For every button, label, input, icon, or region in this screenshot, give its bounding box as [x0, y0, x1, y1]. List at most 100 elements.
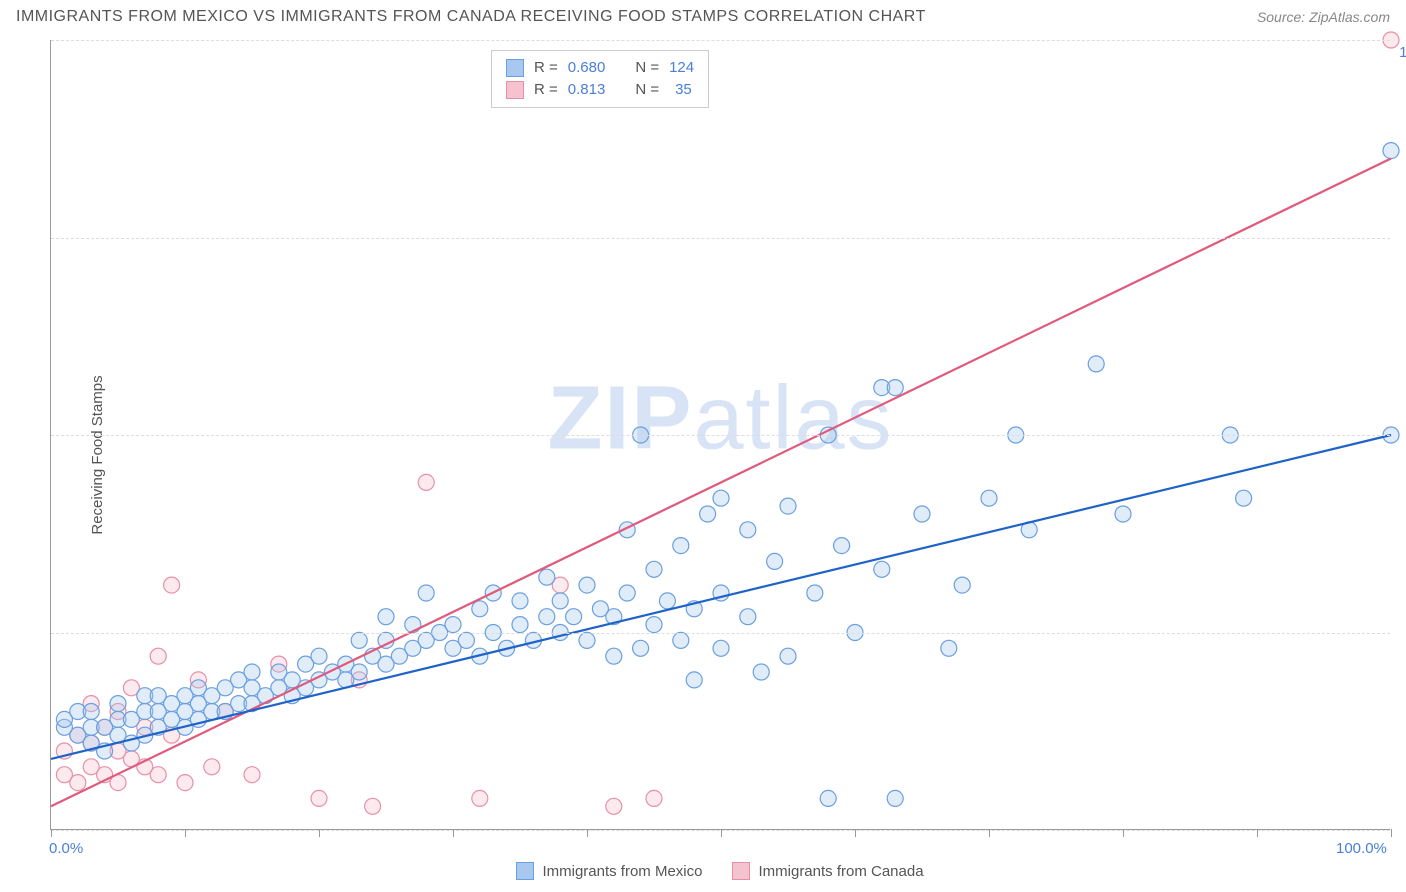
n-value-mexico: 124 [669, 57, 694, 79]
x-tick [989, 829, 990, 837]
data-point [445, 617, 461, 633]
gridline [51, 238, 1390, 239]
data-point [780, 648, 796, 664]
data-point [566, 609, 582, 625]
y-axis-label: 100.0% [1399, 44, 1406, 61]
legend-label-canada: Immigrants from Canada [758, 863, 923, 880]
legend-swatch-canada [506, 81, 524, 99]
data-point [70, 775, 86, 791]
data-point [713, 490, 729, 506]
data-point [780, 498, 796, 514]
data-point [579, 577, 595, 593]
data-point [914, 506, 930, 522]
r-label: R = [534, 57, 558, 79]
legend-item-mexico: Immigrants from Mexico [516, 862, 702, 880]
data-point [954, 577, 970, 593]
data-point [579, 632, 595, 648]
gridline [51, 435, 1390, 436]
x-tick [1391, 829, 1392, 837]
source-attribution: Source: ZipAtlas.com [1257, 9, 1390, 25]
data-point [887, 790, 903, 806]
x-tick [855, 829, 856, 837]
data-point [981, 490, 997, 506]
data-point [740, 609, 756, 625]
x-tick [1257, 829, 1258, 837]
data-point [351, 664, 367, 680]
x-axis-label: 0.0% [49, 840, 83, 857]
data-point [633, 640, 649, 656]
data-point [606, 648, 622, 664]
data-point [646, 561, 662, 577]
data-point [646, 790, 662, 806]
data-point [244, 767, 260, 783]
legend-label-mexico: Immigrants from Mexico [542, 863, 702, 880]
n-label: N = [635, 57, 659, 79]
data-point [539, 569, 555, 585]
x-tick [185, 829, 186, 837]
trend-line [51, 159, 1391, 807]
data-point [552, 593, 568, 609]
data-point [83, 704, 99, 720]
legend-swatch-mexico [506, 59, 524, 77]
legend-swatch-mexico [516, 862, 534, 880]
data-point [713, 640, 729, 656]
x-tick [453, 829, 454, 837]
data-point [740, 522, 756, 538]
correlation-legend-row: R = 0.813 N = 35 [506, 79, 694, 101]
data-point [378, 609, 394, 625]
data-point [418, 474, 434, 490]
data-point [351, 632, 367, 648]
data-point [834, 538, 850, 554]
chart-container: Receiving Food Stamps ZIPatlas R = 0.680… [0, 30, 1406, 880]
data-point [1236, 490, 1252, 506]
legend-swatch-canada [732, 862, 750, 880]
correlation-legend: R = 0.680 N = 124 R = 0.813 N = 35 [491, 50, 709, 108]
data-point [686, 672, 702, 688]
r-label: R = [534, 79, 558, 101]
data-point [472, 790, 488, 806]
n-label: N = [635, 79, 659, 101]
data-point [619, 585, 635, 601]
gridline [51, 633, 1390, 634]
x-tick [721, 829, 722, 837]
legend-item-canada: Immigrants from Canada [732, 862, 923, 880]
r-value-mexico: 0.680 [568, 57, 606, 79]
x-axis-label: 100.0% [1336, 840, 1387, 857]
chart-title: IMMIGRANTS FROM MEXICO VS IMMIGRANTS FRO… [16, 8, 926, 26]
plot-area: ZIPatlas R = 0.680 N = 124 R = 0.813 N =… [50, 40, 1390, 830]
data-point [458, 632, 474, 648]
data-point [941, 640, 957, 656]
data-point [1088, 356, 1104, 372]
series-legend: Immigrants from Mexico Immigrants from C… [50, 862, 1390, 880]
data-point [512, 593, 528, 609]
data-point [753, 664, 769, 680]
data-point [539, 609, 555, 625]
x-tick [1123, 829, 1124, 837]
data-point [177, 775, 193, 791]
data-point [150, 767, 166, 783]
x-tick [587, 829, 588, 837]
correlation-legend-row: R = 0.680 N = 124 [506, 57, 694, 79]
data-point [673, 538, 689, 554]
data-point [365, 798, 381, 814]
data-point [311, 648, 327, 664]
data-point [150, 648, 166, 664]
gridline [51, 40, 1390, 41]
n-value-canada: 35 [669, 79, 692, 101]
data-point [164, 577, 180, 593]
data-point [110, 696, 126, 712]
data-point [244, 664, 260, 680]
chart-header: IMMIGRANTS FROM MEXICO VS IMMIGRANTS FRO… [0, 0, 1406, 30]
data-point [311, 790, 327, 806]
r-value-canada: 0.813 [568, 79, 606, 101]
data-point [512, 617, 528, 633]
data-point [646, 617, 662, 633]
data-point [807, 585, 823, 601]
x-tick [319, 829, 320, 837]
data-point [820, 790, 836, 806]
data-point [1383, 143, 1399, 159]
data-point [874, 561, 890, 577]
data-point [659, 593, 675, 609]
data-point [700, 506, 716, 522]
data-point [887, 380, 903, 396]
